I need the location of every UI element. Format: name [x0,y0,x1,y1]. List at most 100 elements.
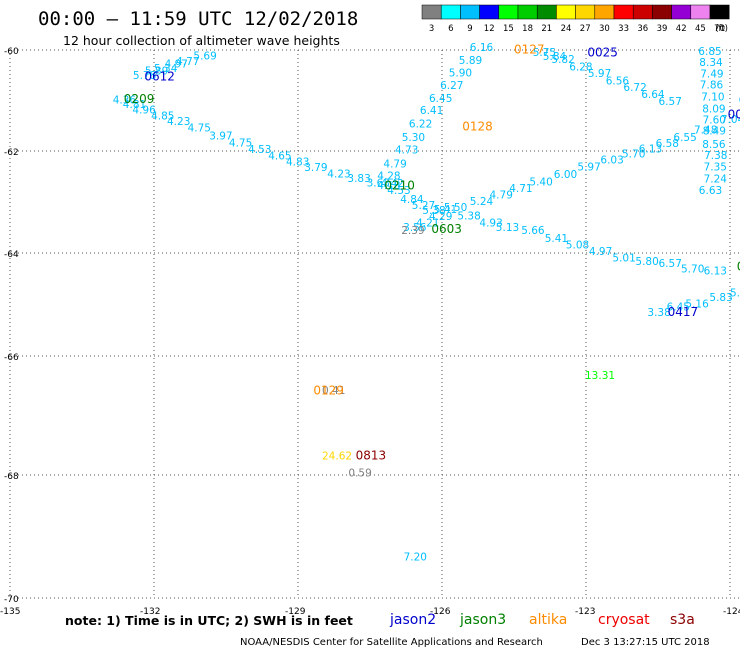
wave-height-label: 4.75 [229,137,252,149]
wave-height-label: 6.85 [698,46,721,58]
y-tick-label: -62 [4,148,19,158]
wave-height-label: 5.84 [543,51,567,63]
wave-height-label: 7.35 [704,162,727,174]
legend-s3a: s3a [670,612,695,628]
wave-height-label: 7.86 [700,79,724,91]
wave-height-label: 6.13 [639,144,662,156]
x-tick-label: -123 [575,607,595,617]
wave-height-values: 5.694.774.975.345.895.784.364.814.964.85… [113,42,740,564]
legend-altika: altika [529,612,567,628]
wave-height-label: 4.84 [400,194,424,206]
colorbar-label: 9 [467,24,472,34]
wave-height-label: 6.56 [606,76,630,88]
colorbar-label: 15 [503,24,514,34]
wave-height-label: 8.34 [699,57,723,69]
wave-height-label: 2.39 [401,225,424,237]
x-tick-label: -135 [0,607,20,617]
chart-subtitle: 12 hour collection of altimeter wave hei… [63,33,340,48]
pass-time-label: 0129 [313,384,344,398]
y-tick-label: -66 [4,353,19,363]
wave-height-label: 4.23 [327,169,350,181]
wave-height-label: 4.97 [589,246,612,258]
wave-height-label: 6.28 [569,61,592,73]
wave-height-label: 8.49 [703,125,726,137]
colorbar: 3 6 9 12 15 18 21 24 27 30 33 36 39 42 45 70(ft) [421,4,730,34]
wave-height-label: 3.83 [347,173,370,185]
pass-time-label: 0211 [737,259,740,273]
wave-height-label: 3.79 [304,162,327,174]
wave-height-label: 6.22 [409,118,432,130]
wave-height-label: 6.16 [470,42,494,54]
wave-height-label: 6.13 [704,266,727,278]
pass-time-label: 0026 [728,108,740,122]
colorbar-swatch [556,4,576,20]
wave-height-label: 5.38 [422,205,445,217]
wave-height-label: 5.70 [681,264,704,276]
wave-height-label: 4.28 [377,170,400,182]
colorbar-swatch [421,4,442,20]
wave-height-label: 5.82 [551,54,574,66]
wave-height-label: 5.16 [685,299,709,311]
satellite-legend: jason2 jason3 altika cryosat s3a [389,612,695,628]
colorbar-unit: (ft) [715,24,728,34]
wave-height-label: 5.75 [533,47,556,59]
wave-height-label: 5.38 [457,210,480,222]
wave-height-label: 4.79 [383,158,406,170]
colorbar-label: 39 [657,24,668,34]
wave-height-label: 5.34 [154,63,178,75]
x-tick-label: -132 [140,607,160,617]
wave-height-label: 6.57 [659,258,682,270]
wave-height-label: 8.56 [702,139,726,151]
wave-height-label: 4.83 [286,157,309,169]
pass-time-label: 0127 [514,42,545,56]
wave-height-label: 6.63 [699,185,722,197]
colorbar-swatch [709,4,730,20]
wave-height-label: 5.90 [449,67,472,79]
wave-height-label: 4.36 [113,95,137,107]
note-text: note: 1) Time is in UTC; 2) SWH is in fe… [65,613,353,628]
wave-height-label: 5.01 [612,253,635,265]
wave-height-label: 4.73 [395,145,418,157]
pass-time-label: 0025 [587,46,618,60]
legend-jason2: jason2 [389,612,436,628]
wave-height-label: 7.04 [721,114,740,126]
pass-time-labels: 0025061200260417020902100603060402110407… [124,42,740,462]
colorbar-swatch [479,4,500,20]
wave-height-label: 4.29 [429,211,452,223]
wave-height-label: 13.31 [585,370,615,382]
wave-height-label: 6.64 [641,89,665,101]
colorbar-swatch [517,4,538,20]
wave-height-label: 4.96 [132,105,156,117]
wave-height-label: 6.03 [600,154,623,166]
wave-height-label: 5.97 [588,68,611,80]
wave-height-label: 6.00 [554,169,577,181]
y-tick-label: -70 [4,595,19,605]
wave-height-label: 4.53 [248,144,271,156]
pass-time-label: 0417 [668,305,699,319]
colorbar-label: 6 [448,24,453,34]
colorbar-label: 45 [695,24,706,34]
wave-height-label: 6.57 [659,96,682,108]
wave-height-label: 24.62 [322,450,352,462]
wave-height-label: 4.85 [151,111,174,123]
wave-height-label: 5.41 [545,233,568,245]
colorbar-swatch [690,4,711,20]
wave-height-label: 6.45 [667,301,690,313]
pass-time-label: 0603 [431,222,462,236]
wave-height-label: 5.13 [496,222,519,234]
colorbar-swatch [652,4,672,20]
wave-height-label: 5.97 [577,162,600,174]
pass-time-label: 0813 [356,448,387,462]
wave-height-label: 5.40 [529,176,552,188]
wave-height-label: 3.97 [209,130,232,142]
wave-height-label: 4.97 [165,59,188,71]
colorbar-label: 36 [637,24,648,34]
wave-height-label: 5.63 [730,288,740,300]
wave-height-label: 4.79 [490,190,513,202]
chart-title: 00:00 – 11:59 UTC 12/02/2018 [38,8,358,30]
wave-height-label: 7.10 [701,91,724,103]
wave-height-label: 6.41 [420,105,443,117]
colorbar-label: 21 [541,24,552,34]
wave-height-label: 8.09 [702,104,725,116]
wave-height-label: 5.24 [470,196,494,208]
